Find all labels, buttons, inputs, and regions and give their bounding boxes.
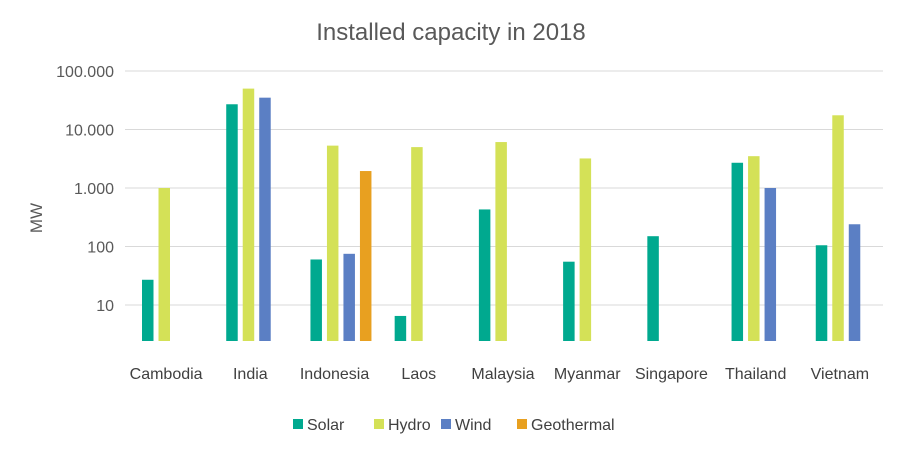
legend-label-solar: Solar <box>307 417 345 434</box>
legend-swatch-geothermal <box>517 419 527 429</box>
bar-solar-malaysia <box>478 209 491 341</box>
bar-solar-thailand <box>731 162 744 341</box>
x-tick-label: Laos <box>401 366 436 383</box>
bar-hydro-myanmar <box>579 158 592 341</box>
x-tick-label: Vietnam <box>811 366 869 383</box>
y-tick-label: 100 <box>87 240 114 257</box>
legend-label-hydro: Hydro <box>388 417 431 434</box>
bar-wind-vietnam <box>848 224 861 341</box>
bar-geothermal-indonesia <box>359 171 372 341</box>
y-tick-label: 1.000 <box>74 181 114 198</box>
x-tick-label: Cambodia <box>130 366 203 383</box>
bar-wind-indonesia <box>343 253 355 341</box>
bar-solar-laos <box>394 315 407 341</box>
y-tick-label: 100.000 <box>56 64 114 81</box>
x-tick-label: Singapore <box>635 366 708 383</box>
legend: Solar Hydro Wind Geothermal <box>293 417 615 434</box>
bar-wind-thailand <box>764 188 777 341</box>
bar-solar-vietnam <box>815 245 828 341</box>
bars <box>142 88 861 341</box>
legend-swatch-wind <box>441 419 451 429</box>
bar-solar-myanmar <box>563 261 575 341</box>
x-tick-label: India <box>233 366 268 383</box>
legend-label-wind: Wind <box>455 417 491 434</box>
legend-label-geothermal: Geothermal <box>531 417 615 434</box>
x-tick-label: Indonesia <box>300 366 369 383</box>
y-axis-ticks: 10 100 1.000 10.000 100.000 <box>56 64 114 315</box>
bar-hydro-indonesia <box>326 145 339 341</box>
x-tick-label: Malaysia <box>471 366 534 383</box>
legend-swatch-hydro <box>374 419 384 429</box>
x-tick-label: Thailand <box>725 366 786 383</box>
y-tick-label: 10.000 <box>65 123 114 140</box>
bar-solar-cambodia <box>142 279 154 341</box>
x-axis-ticks: Cambodia India Indonesia Laos Malaysia Myanma… <box>130 366 869 383</box>
chart-title: Installed capacity in 2018 <box>316 19 586 46</box>
bar-hydro-thailand <box>748 156 760 341</box>
bar-solar-singapore <box>647 236 659 341</box>
bar-solar-india <box>226 104 238 341</box>
y-axis-label: MW <box>27 203 46 233</box>
bar-hydro-vietnam <box>832 115 844 341</box>
legend-swatch-solar <box>293 419 303 429</box>
bar-solar-indonesia <box>310 259 322 341</box>
bar-hydro-cambodia <box>158 188 170 341</box>
bar-wind-india <box>259 97 271 341</box>
bar-hydro-india <box>242 88 255 341</box>
y-tick-label: 10 <box>96 298 114 315</box>
bar-hydro-malaysia <box>495 142 507 341</box>
x-tick-label: Myanmar <box>554 366 621 383</box>
bar-hydro-laos <box>411 147 423 341</box>
